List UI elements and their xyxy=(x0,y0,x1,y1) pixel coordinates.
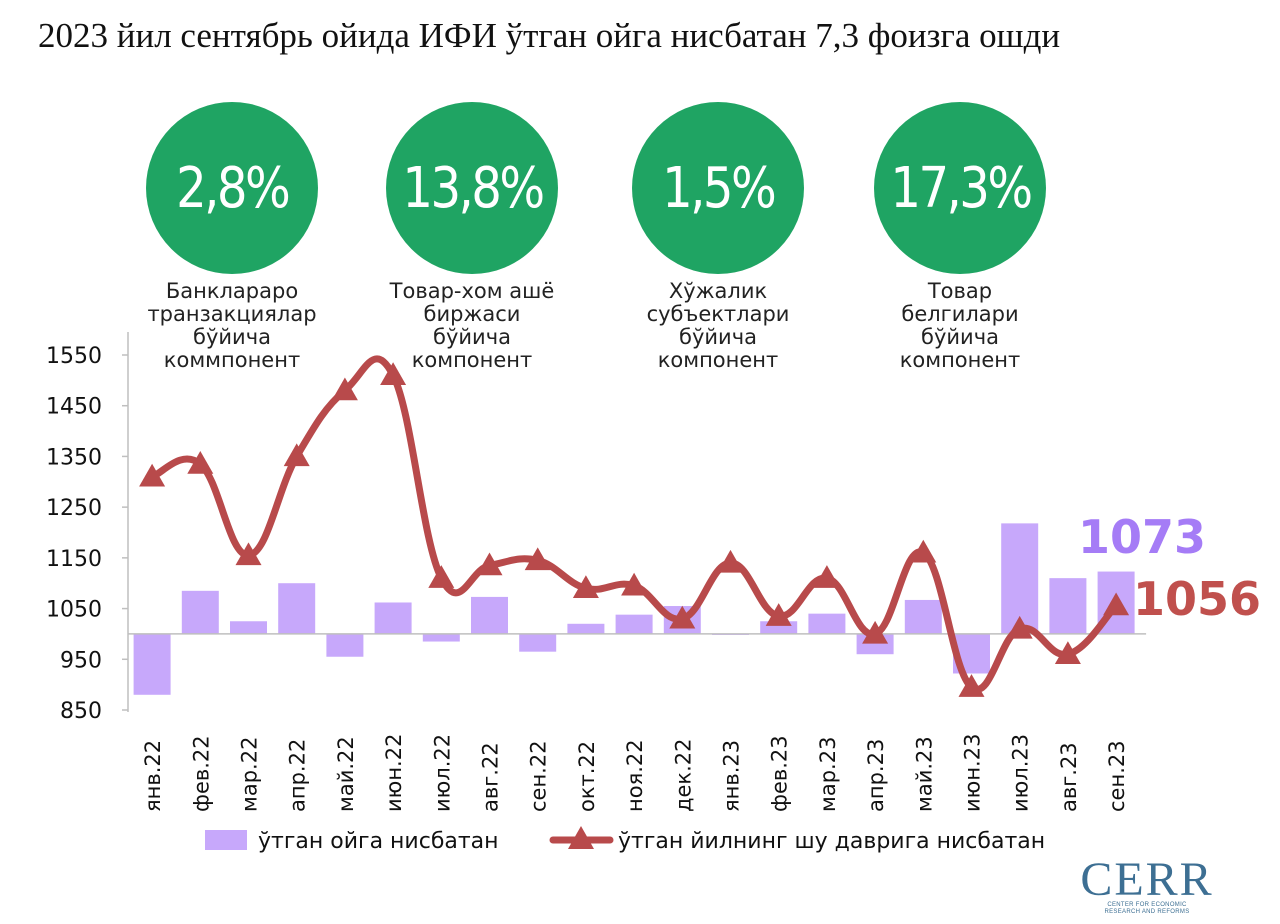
logo-text: CERR xyxy=(1080,853,1214,906)
line-marker xyxy=(621,572,648,596)
x-tick-label: фев.23 xyxy=(768,735,792,812)
kpi-circle: 13,8% xyxy=(386,102,558,274)
bar xyxy=(808,613,846,634)
line-marker xyxy=(572,575,599,599)
x-tick-label: июл.23 xyxy=(1009,734,1033,812)
line-end-label: 1056 xyxy=(1133,572,1261,626)
x-tick-label: янв.22 xyxy=(141,740,165,812)
x-tick-label: мар.23 xyxy=(816,737,840,812)
x-tick-label: июл.22 xyxy=(430,734,454,812)
kpi-trademarks: 17,3% Товар белгилари бўйича компонент xyxy=(840,102,1080,372)
bar xyxy=(133,633,171,695)
x-tick-label: янв.23 xyxy=(720,740,744,812)
kpi-value: 13,8% xyxy=(401,155,545,221)
x-tick-label: апр.22 xyxy=(286,739,310,812)
line-marker xyxy=(958,674,985,697)
line-marker xyxy=(476,552,503,576)
x-tick-label: июн.22 xyxy=(382,734,406,812)
bar xyxy=(326,633,364,657)
kpi-value: 17,3% xyxy=(889,155,1033,221)
line-marker xyxy=(1006,615,1033,639)
y-tick-label: 1050 xyxy=(46,598,102,623)
line-marker xyxy=(331,377,358,401)
line-marker xyxy=(862,620,889,644)
bar xyxy=(904,599,942,634)
kpi-value: 1,5% xyxy=(661,155,777,221)
legend-bar-label: ўтган ойга нисбатан xyxy=(258,829,499,854)
x-tick-label: апр.23 xyxy=(864,739,888,812)
y-tick-label: 1550 xyxy=(46,344,102,369)
line-marker xyxy=(765,603,792,626)
x-tick-label: дек.22 xyxy=(671,738,695,812)
x-tick-label: ноя.22 xyxy=(623,739,647,812)
y-tick-label: 1150 xyxy=(46,547,102,572)
kpi-circle: 1,5% xyxy=(632,102,804,274)
x-tick-label: сен.23 xyxy=(1105,740,1129,812)
legend-bar-swatch xyxy=(205,830,247,850)
bar xyxy=(567,623,605,634)
y-tick-label: 1250 xyxy=(46,496,102,521)
bar-end-label: 1073 xyxy=(1078,510,1206,564)
y-tick-label: 1350 xyxy=(46,445,102,470)
bar xyxy=(422,633,460,642)
y-tick-label: 950 xyxy=(60,648,102,673)
line-marker xyxy=(428,565,455,588)
legend-line-label: ўтган йилнинг шу даврига нисбатан xyxy=(618,829,1045,854)
x-tick-label: май.23 xyxy=(912,736,936,812)
line-marker xyxy=(717,549,744,573)
bar xyxy=(181,590,219,634)
bar xyxy=(374,602,412,634)
x-tick-label: сен.22 xyxy=(527,740,551,812)
page-title: 2023 йил сентябрь ойида ИФИ ўтган ойга н… xyxy=(38,16,1061,55)
kpi-interbank: 2,8% Банклараро транзакциялар бўйича ком… xyxy=(112,102,352,372)
kpi-label: Товар-хом ашё биржаси бўйича компонент xyxy=(389,279,555,372)
x-tick-label: июн.23 xyxy=(961,734,985,812)
x-tick-label: май.22 xyxy=(334,736,358,812)
bar xyxy=(1001,523,1039,634)
kpi-business-entities: 1,5% Хўжалик субъектлари бўйича компонен… xyxy=(598,102,838,372)
line-marker xyxy=(380,362,407,386)
kpi-commodity-exchange: 13,8% Товар-хом ашё биржаси бўйича компо… xyxy=(352,102,592,372)
line-marker xyxy=(669,605,696,629)
kpi-label: Банклараро транзакциялар бўйича коммпоне… xyxy=(147,279,317,372)
bar xyxy=(278,583,316,634)
line-marker xyxy=(283,443,310,467)
line-marker xyxy=(187,451,214,474)
bar xyxy=(615,614,653,634)
y-tick-label: 850 xyxy=(60,699,102,724)
y-tick-label: 1450 xyxy=(46,395,102,420)
kpi-circle: 2,8% xyxy=(146,102,318,274)
line-marker xyxy=(524,547,551,571)
kpi-label: Товар белгилари бўйича компонент xyxy=(899,279,1021,372)
line-marker xyxy=(910,539,937,563)
x-tick-label: авг.22 xyxy=(479,742,503,812)
bar xyxy=(519,633,557,652)
bar xyxy=(1049,578,1087,634)
x-tick-label: окт.22 xyxy=(575,741,599,812)
x-tick-label: фев.22 xyxy=(189,735,213,812)
line-marker xyxy=(1103,592,1130,616)
line-marker xyxy=(235,542,262,566)
logo-subtitle: CENTER FOR ECONOMIC RESEARCH AND REFORMS xyxy=(1104,902,1190,915)
bar xyxy=(471,596,508,634)
x-tick-label: авг.23 xyxy=(1057,742,1081,812)
kpi-label: Хўжалик субъектлари бўйича компонент xyxy=(646,279,790,372)
x-tick-label: мар.22 xyxy=(238,737,262,812)
kpi-circle: 17,3% xyxy=(874,102,1046,274)
cerr-logo: CERR CENTER FOR ECONOMIC RESEARCH AND RE… xyxy=(1072,853,1222,916)
legend-line-marker xyxy=(568,826,594,849)
line-marker xyxy=(813,565,840,588)
kpi-value: 2,8% xyxy=(175,155,291,221)
line-marker xyxy=(139,463,166,487)
line-marker xyxy=(1054,641,1081,664)
bar xyxy=(230,621,267,634)
